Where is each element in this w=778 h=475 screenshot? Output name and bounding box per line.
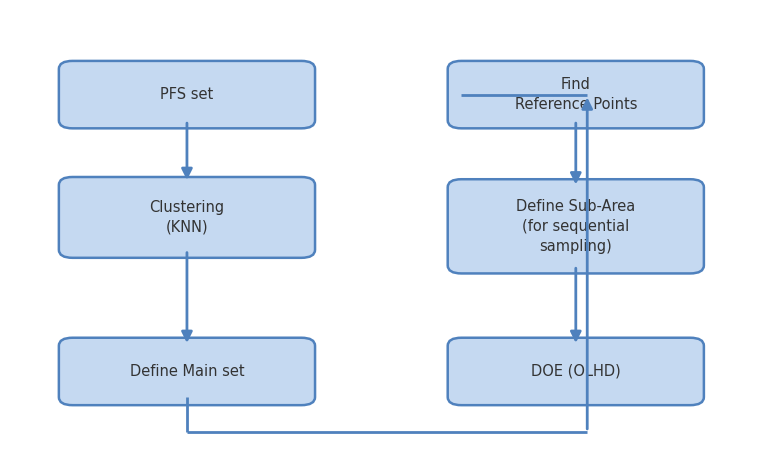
FancyBboxPatch shape xyxy=(59,61,315,128)
FancyBboxPatch shape xyxy=(447,338,704,405)
Text: Clustering
(KNN): Clustering (KNN) xyxy=(149,200,225,235)
Text: Define Main set: Define Main set xyxy=(130,364,244,379)
FancyBboxPatch shape xyxy=(447,61,704,128)
Text: PFS set: PFS set xyxy=(160,87,214,102)
Text: Find
Reference Points: Find Reference Points xyxy=(514,77,637,112)
FancyBboxPatch shape xyxy=(59,177,315,258)
Text: DOE (OLHD): DOE (OLHD) xyxy=(531,364,621,379)
FancyBboxPatch shape xyxy=(59,338,315,405)
FancyBboxPatch shape xyxy=(447,179,704,274)
Text: Define Sub-Area
(for sequential
sampling): Define Sub-Area (for sequential sampling… xyxy=(516,199,636,254)
